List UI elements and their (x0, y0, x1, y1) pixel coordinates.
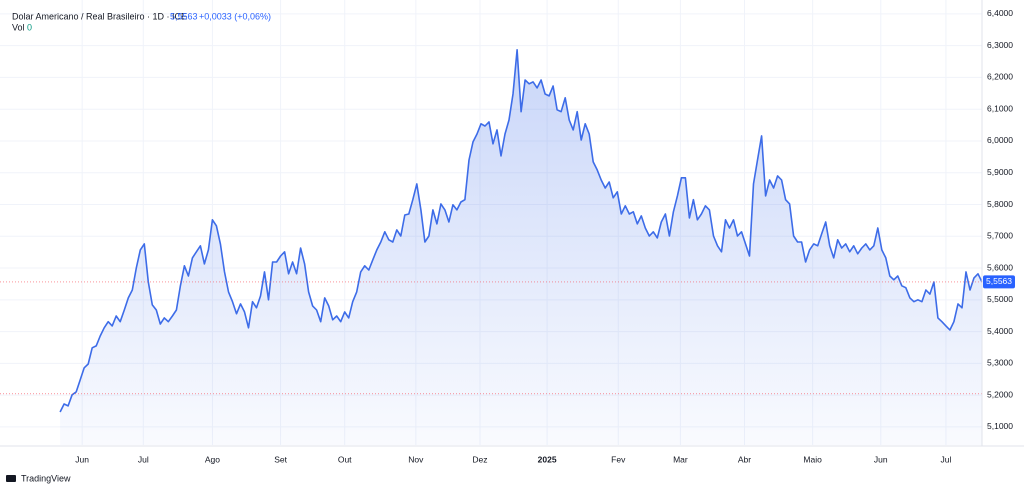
y-tick-label: 5,3000 (987, 358, 1013, 368)
y-tick-label: 5,4000 (987, 326, 1013, 336)
x-tick-label: Abr (738, 454, 751, 464)
y-tick-label: 6,0000 (987, 135, 1013, 145)
last-price: 5,5563 (170, 11, 198, 21)
x-tick-label: Fev (611, 454, 626, 464)
axes: 6,4000 6,3000 6,2000 6,1000 6,0000 5,9000 5,80… (75, 8, 1015, 464)
price-change: +0,0033 (+0,06%) (199, 11, 271, 21)
y-tick-label: 6,3000 (987, 40, 1013, 50)
y-tick-label: 5,5000 (987, 294, 1013, 304)
y-tick-label: 5,1000 (987, 421, 1013, 431)
x-tick-label: Jun (874, 454, 888, 464)
volume-value: 0 (27, 22, 32, 32)
last-price-tag-label: 5,5563 (986, 276, 1012, 286)
y-tick-label: 5,6000 (987, 262, 1013, 272)
plot (0, 49, 983, 446)
x-tick-label: Jun (75, 454, 89, 464)
brand-logo (6, 475, 16, 482)
y-tick-label: 6,4000 (987, 8, 1013, 18)
brand-name: TradingView (21, 473, 71, 483)
y-tick-label: 5,7000 (987, 231, 1013, 241)
y-tick-label: 5,9000 (987, 167, 1013, 177)
brand: TradingView (6, 473, 71, 483)
y-tick-label: 6,1000 (987, 103, 1013, 113)
x-tick-label: Dez (472, 454, 487, 464)
x-tick-label: Set (274, 454, 287, 464)
y-tick-label: 6,2000 (987, 72, 1013, 82)
area-fill (60, 49, 983, 446)
x-tick-label: Mar (673, 454, 688, 464)
x-tick-label: Nov (408, 454, 424, 464)
y-tick-label: 5,8000 (987, 199, 1013, 209)
x-tick-label: 2025 (538, 454, 557, 464)
x-tick-label: Maio (803, 454, 822, 464)
price-line (59, 49, 983, 413)
x-tick-label: Out (338, 454, 352, 464)
last-price-tag (983, 275, 1015, 289)
y-tick-label: 5,2000 (987, 389, 1013, 399)
legend: Dolar Americano / Real Brasileiro · 1D ·… (12, 11, 271, 32)
x-tick-label: Ago (205, 454, 220, 464)
x-tick-label: Jul (138, 454, 149, 464)
symbol-title: Dolar Americano / Real Brasileiro · 1D ·… (12, 11, 187, 21)
x-tick-label: Jul (940, 454, 951, 464)
volume-label: Vol (12, 22, 25, 32)
